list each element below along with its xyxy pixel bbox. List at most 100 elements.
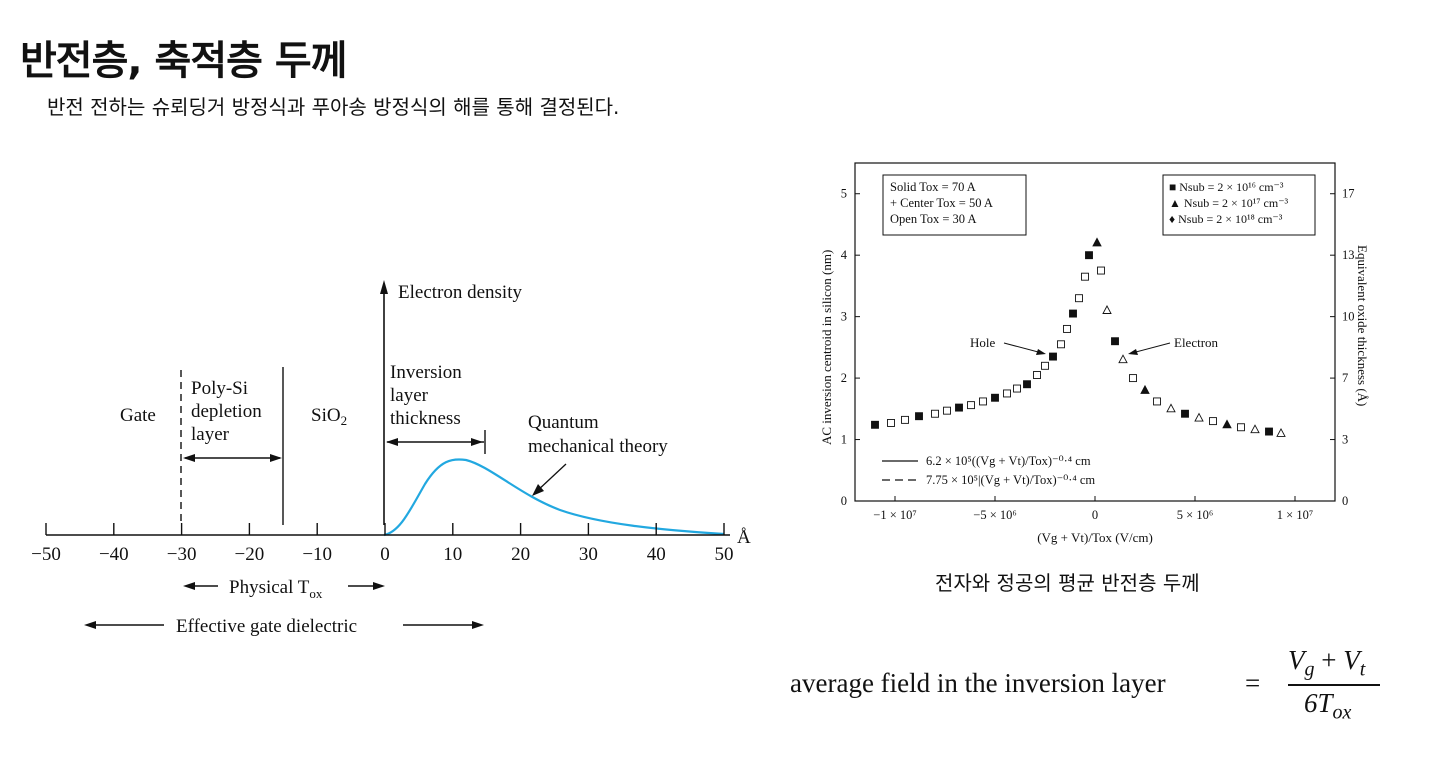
inversion-arrow-left-head [386, 438, 398, 446]
nsub-legend-2: ▲ Nsub = 2 × 10¹⁷ cm⁻³ [1169, 196, 1289, 210]
hole-data-point [887, 419, 895, 427]
x-tick-label: 50 [715, 544, 734, 565]
effective-arrow-left-head [84, 621, 96, 629]
effective-arrow-right-head [472, 621, 484, 629]
x-ticks: −50 −40 −30 −20 −10 0 10 20 30 40 50 [31, 523, 734, 565]
x-tick-label: 0 [380, 544, 390, 565]
x-tick-label: −20 [235, 544, 265, 565]
chart-y2-tick-label: 13 [1342, 248, 1355, 262]
electron-data-point [1118, 354, 1128, 364]
x-tick-label: 10 [443, 544, 462, 565]
chart-y2-tick-label: 10 [1342, 310, 1355, 324]
electron-data-point [1140, 384, 1150, 394]
hole-data-point [979, 397, 987, 406]
physical-tox-label: Physical Tox [229, 577, 323, 601]
inversion-label-1: Inversion [390, 362, 462, 383]
hole-pointer-head [1036, 349, 1046, 355]
centroid-chart: −1 × 10⁷ −5 × 10⁶ 0 5 × 10⁶ 1 × 10⁷ 0 1 2 3 4 5 0 3 7… [819, 162, 1370, 545]
density-label: Electron density [398, 282, 522, 303]
style-legend-3: Open Tox = 30 A [890, 212, 977, 226]
slide-subtitle: 반전 전하는 슈뢰딩거 방정식과 푸아송 방정식의 해를 통해 결정된다. [47, 95, 620, 119]
hole-data-point [1057, 340, 1065, 349]
chart-caption: 전자와 정공의 평균 반전층 두께 [935, 571, 1200, 595]
quantum-pointer [535, 463, 567, 493]
electron-data-point [1181, 409, 1189, 418]
fit-dashed-label: 7.75 × 10⁵|(Vg + Vt)/Tox)⁻⁰·⁴ cm [926, 473, 1095, 487]
inversion-label-3: thickness [390, 408, 461, 429]
electron-data-point [1166, 403, 1176, 413]
hole-data-point [967, 401, 975, 410]
electron-data-point [1265, 427, 1273, 436]
density-axis-arrow [380, 280, 388, 294]
sio2-label: SiO2 [311, 405, 347, 428]
hole-data-point [901, 415, 909, 424]
hole-data-point [991, 393, 999, 402]
inversion-label-2: layer [390, 385, 429, 406]
formula-lhs: average field in the inversion layer [790, 668, 1166, 698]
chart-y2label: Equivalent oxide thickness (Å) [1355, 245, 1370, 406]
chart-y2-tick-label: 3 [1342, 433, 1348, 447]
x-tick-label: −40 [99, 544, 129, 565]
hole-data-point [871, 420, 879, 429]
electron-data-point [1092, 237, 1102, 247]
electron-pointer-head [1128, 349, 1138, 355]
physical-tox-arrow-right-head [373, 582, 385, 590]
chart-x-tick-label: 1 × 10⁷ [1277, 508, 1313, 522]
formula-numerator: Vg + Vt [1288, 645, 1366, 681]
electron-annotation: Electron [1174, 335, 1219, 350]
x-tick-label: 20 [511, 544, 530, 565]
chart-y2-tick-label: 17 [1342, 187, 1355, 201]
chart-x-tick-label: 5 × 10⁶ [1177, 508, 1213, 522]
chart-y-tick-label: 2 [841, 371, 847, 385]
nsub-legend-1: ■ Nsub = 2 × 10¹⁶ cm⁻³ [1169, 180, 1284, 194]
formula-fraction-bar [1288, 684, 1380, 686]
hole-data-point [1075, 294, 1083, 303]
formula-equals: = [1245, 668, 1261, 698]
hole-data-point [1069, 309, 1077, 318]
hole-data-point [1063, 324, 1071, 333]
chart-y2-tick-label: 0 [1342, 494, 1348, 508]
hole-data-point [1049, 352, 1057, 361]
electron-data-point [1209, 417, 1217, 426]
chart-ticks: −1 × 10⁷ −5 × 10⁶ 0 5 × 10⁶ 1 × 10⁷ 0 1 2 3 4 5 0 3 7… [841, 187, 1355, 522]
electron-data-point [1153, 397, 1161, 406]
chart-x-tick-label: −1 × 10⁷ [873, 508, 916, 522]
chart-y-tick-label: 5 [841, 187, 847, 201]
electron-data-point [1111, 337, 1119, 346]
hole-annotation: Hole [970, 335, 996, 350]
physical-tox-arrow-left-head [183, 582, 195, 590]
quantum-pointer-head [532, 484, 544, 496]
style-legend-box [882, 174, 1027, 236]
chart-y-tick-label: 4 [841, 248, 848, 262]
hole-data-point [915, 412, 923, 421]
chart-y2-tick-label: 7 [1342, 371, 1348, 385]
chart-y-tick-label: 0 [841, 494, 847, 508]
hole-data-point [1033, 371, 1041, 379]
chart-x-tick-label: 0 [1092, 508, 1098, 522]
depletion-arrow-left-head [183, 454, 195, 462]
hole-data-point [1041, 361, 1049, 370]
hole-data-point [1003, 389, 1011, 398]
formula-denominator: 6Tox [1304, 688, 1352, 724]
chart-marks [871, 237, 1286, 437]
nsub-legend-box [1162, 174, 1316, 236]
gate-label: Gate [120, 405, 156, 426]
x-tick-label: 30 [579, 544, 598, 565]
electron-data-point [1250, 424, 1260, 434]
electron-data-point [1222, 419, 1232, 429]
hole-data-point [1023, 380, 1031, 389]
x-tick-label: −30 [167, 544, 197, 565]
hole-data-point [1013, 384, 1021, 393]
chart-ylabel: AC inversion centroid in silicon (nm) [819, 250, 834, 445]
x-tick-label: 40 [647, 544, 666, 565]
fit-solid-label: 6.2 × 10⁵((Vg + Vt)/Tox)⁻⁰·⁴ cm [926, 454, 1091, 468]
electron-data-point [1129, 374, 1137, 383]
quantum-label-1: Quantum [528, 412, 599, 433]
chart-xlabel: (Vg + Vt)/Tox (V/cm) [1037, 530, 1153, 545]
hole-data-point [1085, 251, 1093, 260]
chart-x-tick-label: −5 × 10⁶ [973, 508, 1016, 522]
x-tick-label: −10 [302, 544, 332, 565]
left-diagram: Electron density Gate Poly-Si depletion … [31, 280, 751, 637]
nsub-legend-3: ♦ Nsub = 2 × 10¹⁸ cm⁻³ [1169, 212, 1283, 226]
effective-label: Effective gate dielectric [176, 616, 357, 637]
